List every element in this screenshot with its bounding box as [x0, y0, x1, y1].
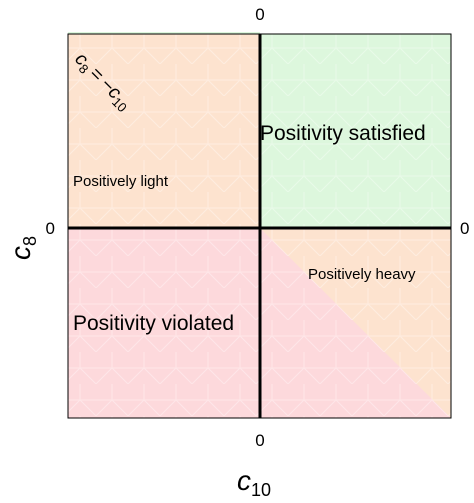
label-positivity-satisfied: Positivity satisfied [260, 122, 426, 145]
label-positivity-violated: Positivity violated [73, 312, 234, 335]
tick-right: 0 [460, 219, 469, 238]
x-axis-label: c10 [237, 465, 271, 500]
tick-bottom: 0 [255, 431, 264, 450]
x-axis-label-sub: 10 [251, 480, 271, 500]
tick-top: 0 [255, 5, 264, 24]
label-positively-heavy: Positively heavy [308, 266, 416, 283]
label-positively-light: Positively light [73, 173, 169, 190]
x-axis-label-main: c [237, 465, 251, 496]
y-axis-label: c8 [5, 236, 40, 260]
y-axis-label-main: c [5, 246, 36, 260]
y-axis-label-sub: 8 [20, 236, 40, 246]
tick-left: 0 [46, 219, 55, 238]
